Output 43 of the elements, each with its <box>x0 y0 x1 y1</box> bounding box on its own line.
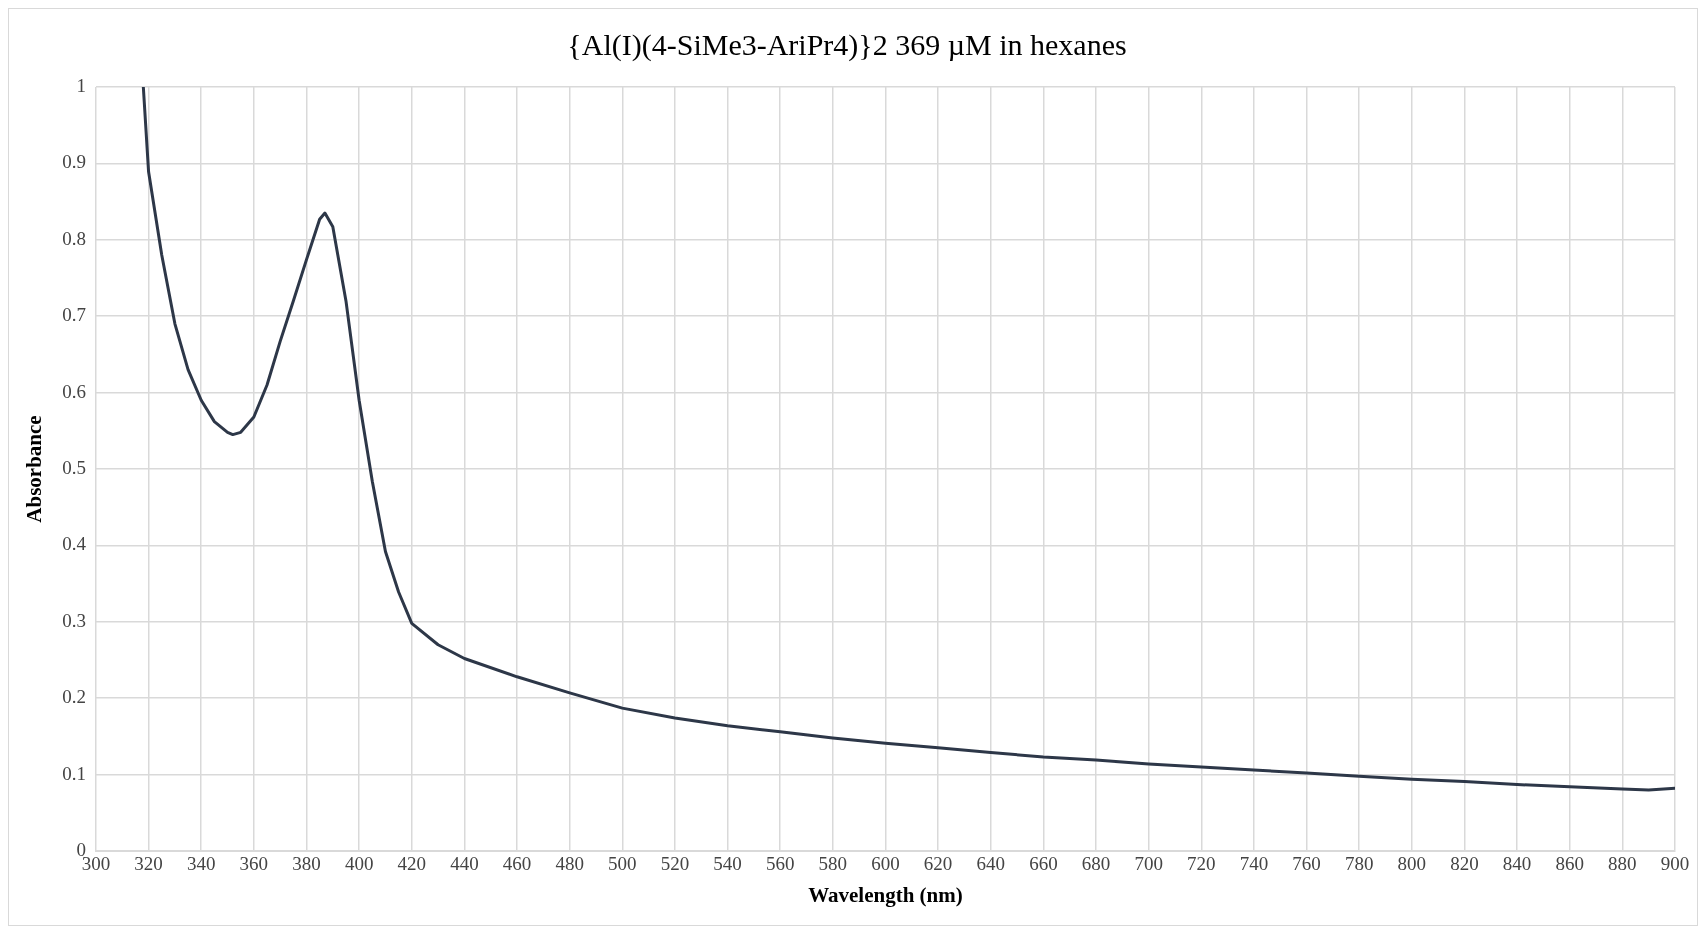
x-tick-label: 500 <box>608 853 637 875</box>
x-tick-label: 840 <box>1502 853 1532 875</box>
y-tick-label: 0.6 <box>62 380 86 402</box>
x-tick-label: 740 <box>1239 853 1269 875</box>
y-tick-label: 1 <box>76 74 86 96</box>
y-tick-label: 0.1 <box>62 762 86 784</box>
x-tick-label: 660 <box>1029 853 1058 875</box>
x-tick-label: 580 <box>818 853 848 875</box>
x-tick-label: 820 <box>1450 853 1479 875</box>
x-tick-label: 600 <box>871 853 900 875</box>
x-tick-label: 520 <box>660 853 690 875</box>
x-tick-label: 700 <box>1134 853 1163 875</box>
x-tick-label: 400 <box>344 853 374 875</box>
y-tick-label: 0.7 <box>62 304 86 326</box>
x-axis-title: Wavelength (nm) <box>808 882 963 907</box>
y-tick-label: 0.3 <box>62 609 86 631</box>
x-tick-label: 560 <box>765 853 795 875</box>
x-tick-label: 480 <box>555 853 584 875</box>
x-tick-label: 620 <box>923 853 953 875</box>
x-tick-label: 440 <box>450 853 479 875</box>
x-tick-label: 320 <box>134 853 163 875</box>
y-tick-label: 0.5 <box>62 456 86 478</box>
y-tick-label: 0.2 <box>62 686 86 708</box>
x-tick-label: 380 <box>292 853 321 875</box>
x-tick-label: 880 <box>1608 853 1637 875</box>
x-tick-label: 420 <box>397 853 427 875</box>
x-tick-label: 860 <box>1555 853 1584 875</box>
y-tick-label: 0.9 <box>62 151 86 173</box>
x-tick-label: 780 <box>1344 853 1374 875</box>
x-tick-label: 760 <box>1292 853 1321 875</box>
x-tick-label: 460 <box>502 853 532 875</box>
y-tick-label: 0.8 <box>62 227 86 249</box>
x-tick-label: 640 <box>976 853 1005 875</box>
x-tick-label: 800 <box>1397 853 1427 875</box>
x-tick-label: 900 <box>1660 853 1690 875</box>
y-axis-title: Absorbance <box>22 415 47 523</box>
x-tick-label: 540 <box>713 853 742 875</box>
x-tick-label: 360 <box>239 853 269 875</box>
chart-title: {Al(I)(4-SiMe3-AriPr4)}2 369 µM in hexanes <box>567 27 1127 62</box>
x-tick-label: 720 <box>1187 853 1216 875</box>
x-tick-label: 680 <box>1081 853 1111 875</box>
y-tick-label: 0.4 <box>62 533 87 555</box>
x-tick-label: 340 <box>186 853 216 875</box>
